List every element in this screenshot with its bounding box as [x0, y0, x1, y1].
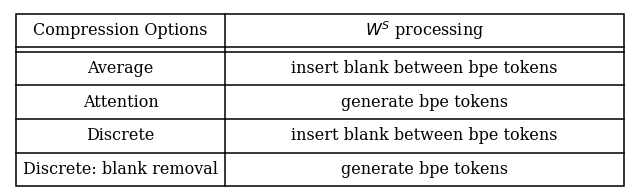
Text: Compression Options: Compression Options	[33, 22, 208, 39]
Text: Attention: Attention	[83, 94, 159, 111]
Text: insert blank between bpe tokens: insert blank between bpe tokens	[291, 127, 558, 144]
Text: insert blank between bpe tokens: insert blank between bpe tokens	[291, 60, 558, 77]
Text: Discrete: blank removal: Discrete: blank removal	[23, 161, 218, 178]
Text: generate bpe tokens: generate bpe tokens	[341, 161, 508, 178]
Text: Average: Average	[88, 60, 154, 77]
Bar	[16, 14, 624, 186]
Text: $W^S$ processing: $W^S$ processing	[365, 19, 484, 42]
Text: Discrete: Discrete	[86, 127, 155, 144]
Text: generate bpe tokens: generate bpe tokens	[341, 94, 508, 111]
